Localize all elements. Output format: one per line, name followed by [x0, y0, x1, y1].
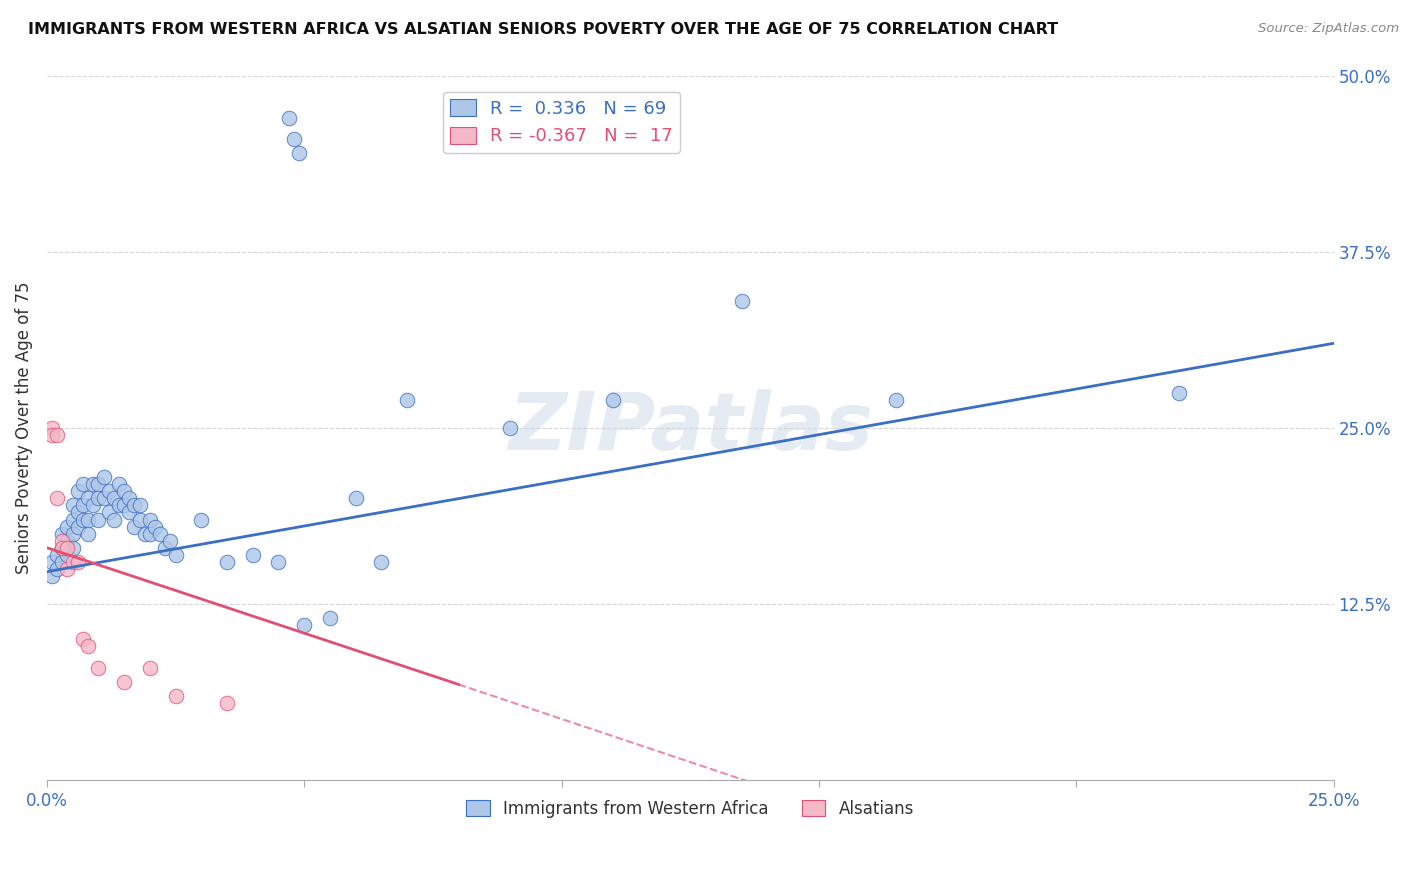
Point	[319, 611, 342, 625]
Point	[87, 512, 110, 526]
Point	[97, 484, 120, 499]
Point	[56, 548, 79, 562]
Point	[72, 499, 94, 513]
Point	[128, 499, 150, 513]
Y-axis label: Seniors Poverty Over the Age of 75: Seniors Poverty Over the Age of 75	[15, 282, 32, 574]
Point	[103, 512, 125, 526]
Point	[77, 526, 100, 541]
Point	[884, 392, 907, 407]
Point	[56, 519, 79, 533]
Point	[87, 660, 110, 674]
Point	[62, 541, 84, 555]
Point	[62, 499, 84, 513]
Point	[56, 562, 79, 576]
Point	[77, 491, 100, 506]
Point	[128, 512, 150, 526]
Point	[118, 491, 141, 506]
Point	[93, 470, 115, 484]
Point	[56, 533, 79, 548]
Point	[731, 293, 754, 308]
Point	[277, 111, 299, 125]
Point	[499, 421, 522, 435]
Point	[165, 689, 187, 703]
Point	[72, 632, 94, 647]
Point	[51, 541, 73, 555]
Point	[51, 555, 73, 569]
Point	[77, 512, 100, 526]
Point	[72, 512, 94, 526]
Point	[215, 555, 238, 569]
Point	[396, 392, 419, 407]
Point	[139, 660, 162, 674]
Point	[139, 526, 162, 541]
Point	[62, 555, 84, 569]
Point	[165, 548, 187, 562]
Point	[344, 491, 367, 506]
Point	[41, 428, 63, 442]
Point	[108, 477, 131, 491]
Point	[602, 392, 624, 407]
Point	[72, 477, 94, 491]
Point	[155, 541, 177, 555]
Text: Source: ZipAtlas.com: Source: ZipAtlas.com	[1258, 22, 1399, 36]
Point	[242, 548, 264, 562]
Point	[112, 484, 135, 499]
Point	[149, 526, 172, 541]
Point	[370, 555, 392, 569]
Point	[82, 477, 104, 491]
Point	[139, 512, 162, 526]
Point	[41, 421, 63, 435]
Point	[267, 555, 290, 569]
Point	[87, 477, 110, 491]
Text: ZIPatlas: ZIPatlas	[508, 389, 873, 467]
Point	[62, 526, 84, 541]
Point	[62, 512, 84, 526]
Point	[292, 618, 315, 632]
Point	[93, 491, 115, 506]
Point	[215, 696, 238, 710]
Point	[112, 674, 135, 689]
Point	[124, 499, 146, 513]
Point	[103, 491, 125, 506]
Point	[51, 526, 73, 541]
Point	[41, 555, 63, 569]
Point	[66, 484, 89, 499]
Point	[87, 491, 110, 506]
Point	[51, 541, 73, 555]
Point	[77, 640, 100, 654]
Point	[143, 519, 166, 533]
Point	[46, 548, 69, 562]
Point	[41, 569, 63, 583]
Point	[46, 491, 69, 506]
Point	[1168, 385, 1191, 400]
Point	[118, 506, 141, 520]
Point	[288, 146, 311, 161]
Point	[159, 533, 181, 548]
Point	[66, 506, 89, 520]
Point	[190, 512, 212, 526]
Point	[124, 519, 146, 533]
Point	[134, 526, 156, 541]
Point	[56, 541, 79, 555]
Point	[108, 499, 131, 513]
Point	[97, 506, 120, 520]
Point	[112, 499, 135, 513]
Text: IMMIGRANTS FROM WESTERN AFRICA VS ALSATIAN SENIORS POVERTY OVER THE AGE OF 75 CO: IMMIGRANTS FROM WESTERN AFRICA VS ALSATI…	[28, 22, 1059, 37]
Point	[46, 562, 69, 576]
Point	[82, 499, 104, 513]
Point	[66, 555, 89, 569]
Point	[283, 132, 305, 146]
Point	[46, 428, 69, 442]
Point	[51, 533, 73, 548]
Legend: Immigrants from Western Africa, Alsatians: Immigrants from Western Africa, Alsatian…	[460, 794, 921, 825]
Point	[66, 519, 89, 533]
